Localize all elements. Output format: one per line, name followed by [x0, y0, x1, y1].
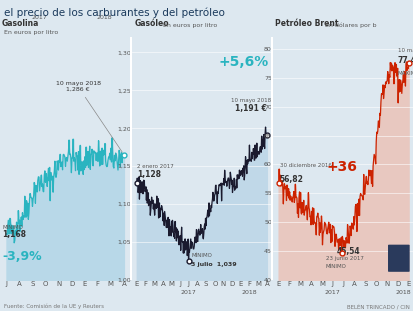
Text: +36: +36 [326, 160, 357, 174]
Text: 77,47: 77,47 [397, 56, 413, 65]
Text: 1,128: 1,128 [136, 170, 160, 179]
Text: MÍNIMO: MÍNIMO [325, 264, 346, 269]
Text: MÍNIMO: MÍNIMO [191, 253, 211, 258]
FancyBboxPatch shape [387, 245, 409, 272]
Text: -3,9%: -3,9% [2, 250, 42, 263]
Text: 56,82: 56,82 [279, 175, 303, 184]
Text: Petróleo Brent: Petróleo Brent [275, 19, 338, 28]
Text: 23 junio 2017: 23 junio 2017 [325, 256, 363, 261]
Text: MÍNIMO: MÍNIMO [2, 225, 24, 230]
Text: 2018: 2018 [394, 290, 410, 295]
Text: Gasolina: Gasolina [2, 19, 39, 28]
Text: MÁXIMO: MÁXIMO [397, 71, 413, 76]
Text: Fuente: Comisión de la UE y Reuters: Fuente: Comisión de la UE y Reuters [4, 304, 104, 309]
Text: 2018: 2018 [96, 15, 112, 20]
Text: 10 mayo 2018: 10 mayo 2018 [230, 98, 271, 103]
Text: 1,191 €: 1,191 € [235, 104, 266, 113]
Text: 2018: 2018 [241, 290, 257, 295]
Text: 10 mayo 20: 10 mayo 20 [397, 48, 413, 53]
Text: En dólares por b: En dólares por b [322, 22, 375, 28]
Text: En euros por litro: En euros por litro [2, 30, 58, 35]
Text: 45,54: 45,54 [336, 247, 359, 256]
Text: 10 mayo 2018
1,286 €: 10 mayo 2018 1,286 € [56, 81, 122, 152]
Text: el precio de los carburantes y del petróleo: el precio de los carburantes y del petró… [4, 8, 225, 18]
Text: Gasóleo: Gasóleo [134, 19, 169, 28]
Text: 2 enero 2017: 2 enero 2017 [136, 164, 173, 169]
Text: BELÉN TRINCADO / CIN: BELÉN TRINCADO / CIN [346, 304, 409, 309]
Text: En euros por litro: En euros por litro [161, 23, 217, 28]
Text: +5,6%: +5,6% [218, 55, 268, 69]
Text: 2017: 2017 [324, 290, 340, 295]
Text: 1,168: 1,168 [2, 230, 26, 239]
Text: 30 diciembre 2016: 30 diciembre 2016 [279, 163, 331, 168]
Text: 3 julio  1,039: 3 julio 1,039 [191, 262, 236, 267]
Text: 2017: 2017 [180, 290, 196, 295]
Text: 2017: 2017 [31, 15, 47, 20]
